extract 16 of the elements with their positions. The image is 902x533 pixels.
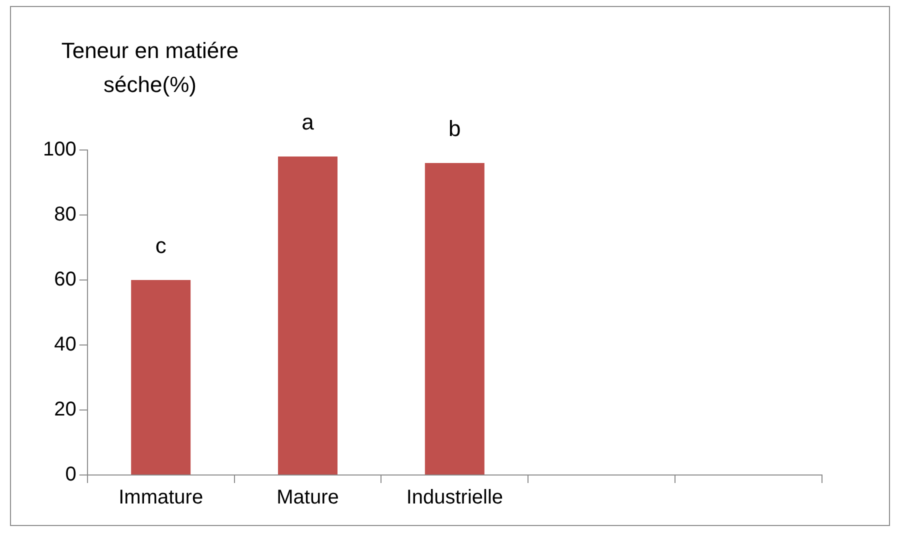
y-tick-label: 40 [54,334,76,356]
y-tick-label: 100 [42,138,76,161]
x-tick-label: Mature [276,486,339,509]
x-tick-label: Industrielle [406,486,504,509]
annotation: b [448,116,461,142]
y-axis-title: Teneur en matiére séche(%) [60,37,240,99]
annotation: a [302,110,315,135]
y-tick-label: 60 [54,268,76,291]
bar [131,280,191,474]
y-tick-label: 0 [65,464,76,486]
bar [278,156,338,474]
y-tick-label: 80 [54,204,76,226]
y-tick-label: 20 [54,398,76,421]
bar [424,163,484,474]
x-tick-label: Immature [118,486,204,509]
annotation: c [155,233,166,258]
